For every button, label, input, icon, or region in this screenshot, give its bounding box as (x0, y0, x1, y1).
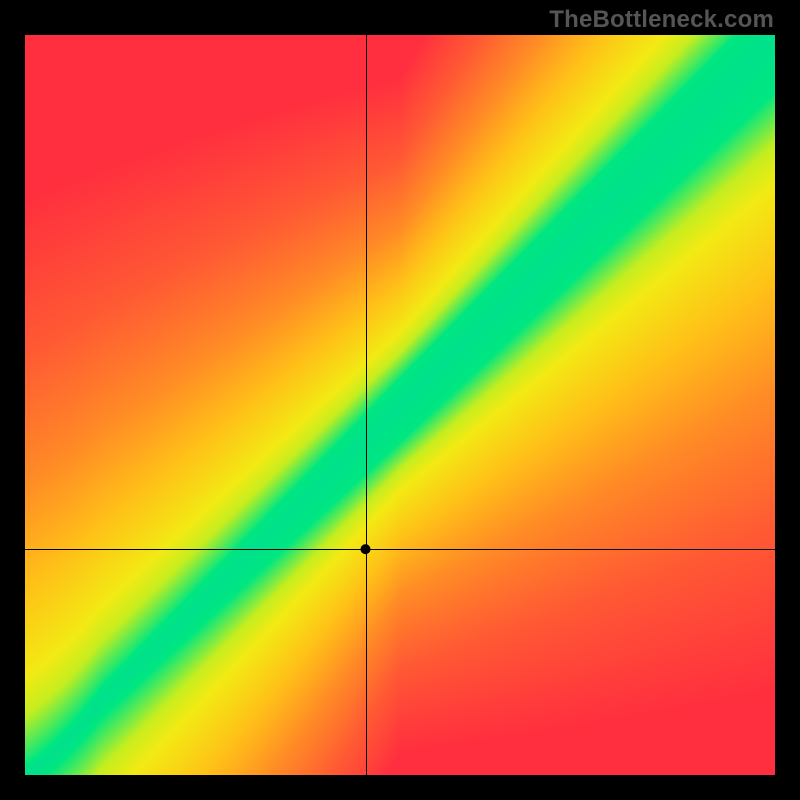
page-root: TheBottleneck.com (0, 0, 800, 800)
plot-area (25, 35, 775, 775)
heatmap-canvas (25, 35, 775, 775)
watermark-text: TheBottleneck.com (549, 6, 774, 34)
